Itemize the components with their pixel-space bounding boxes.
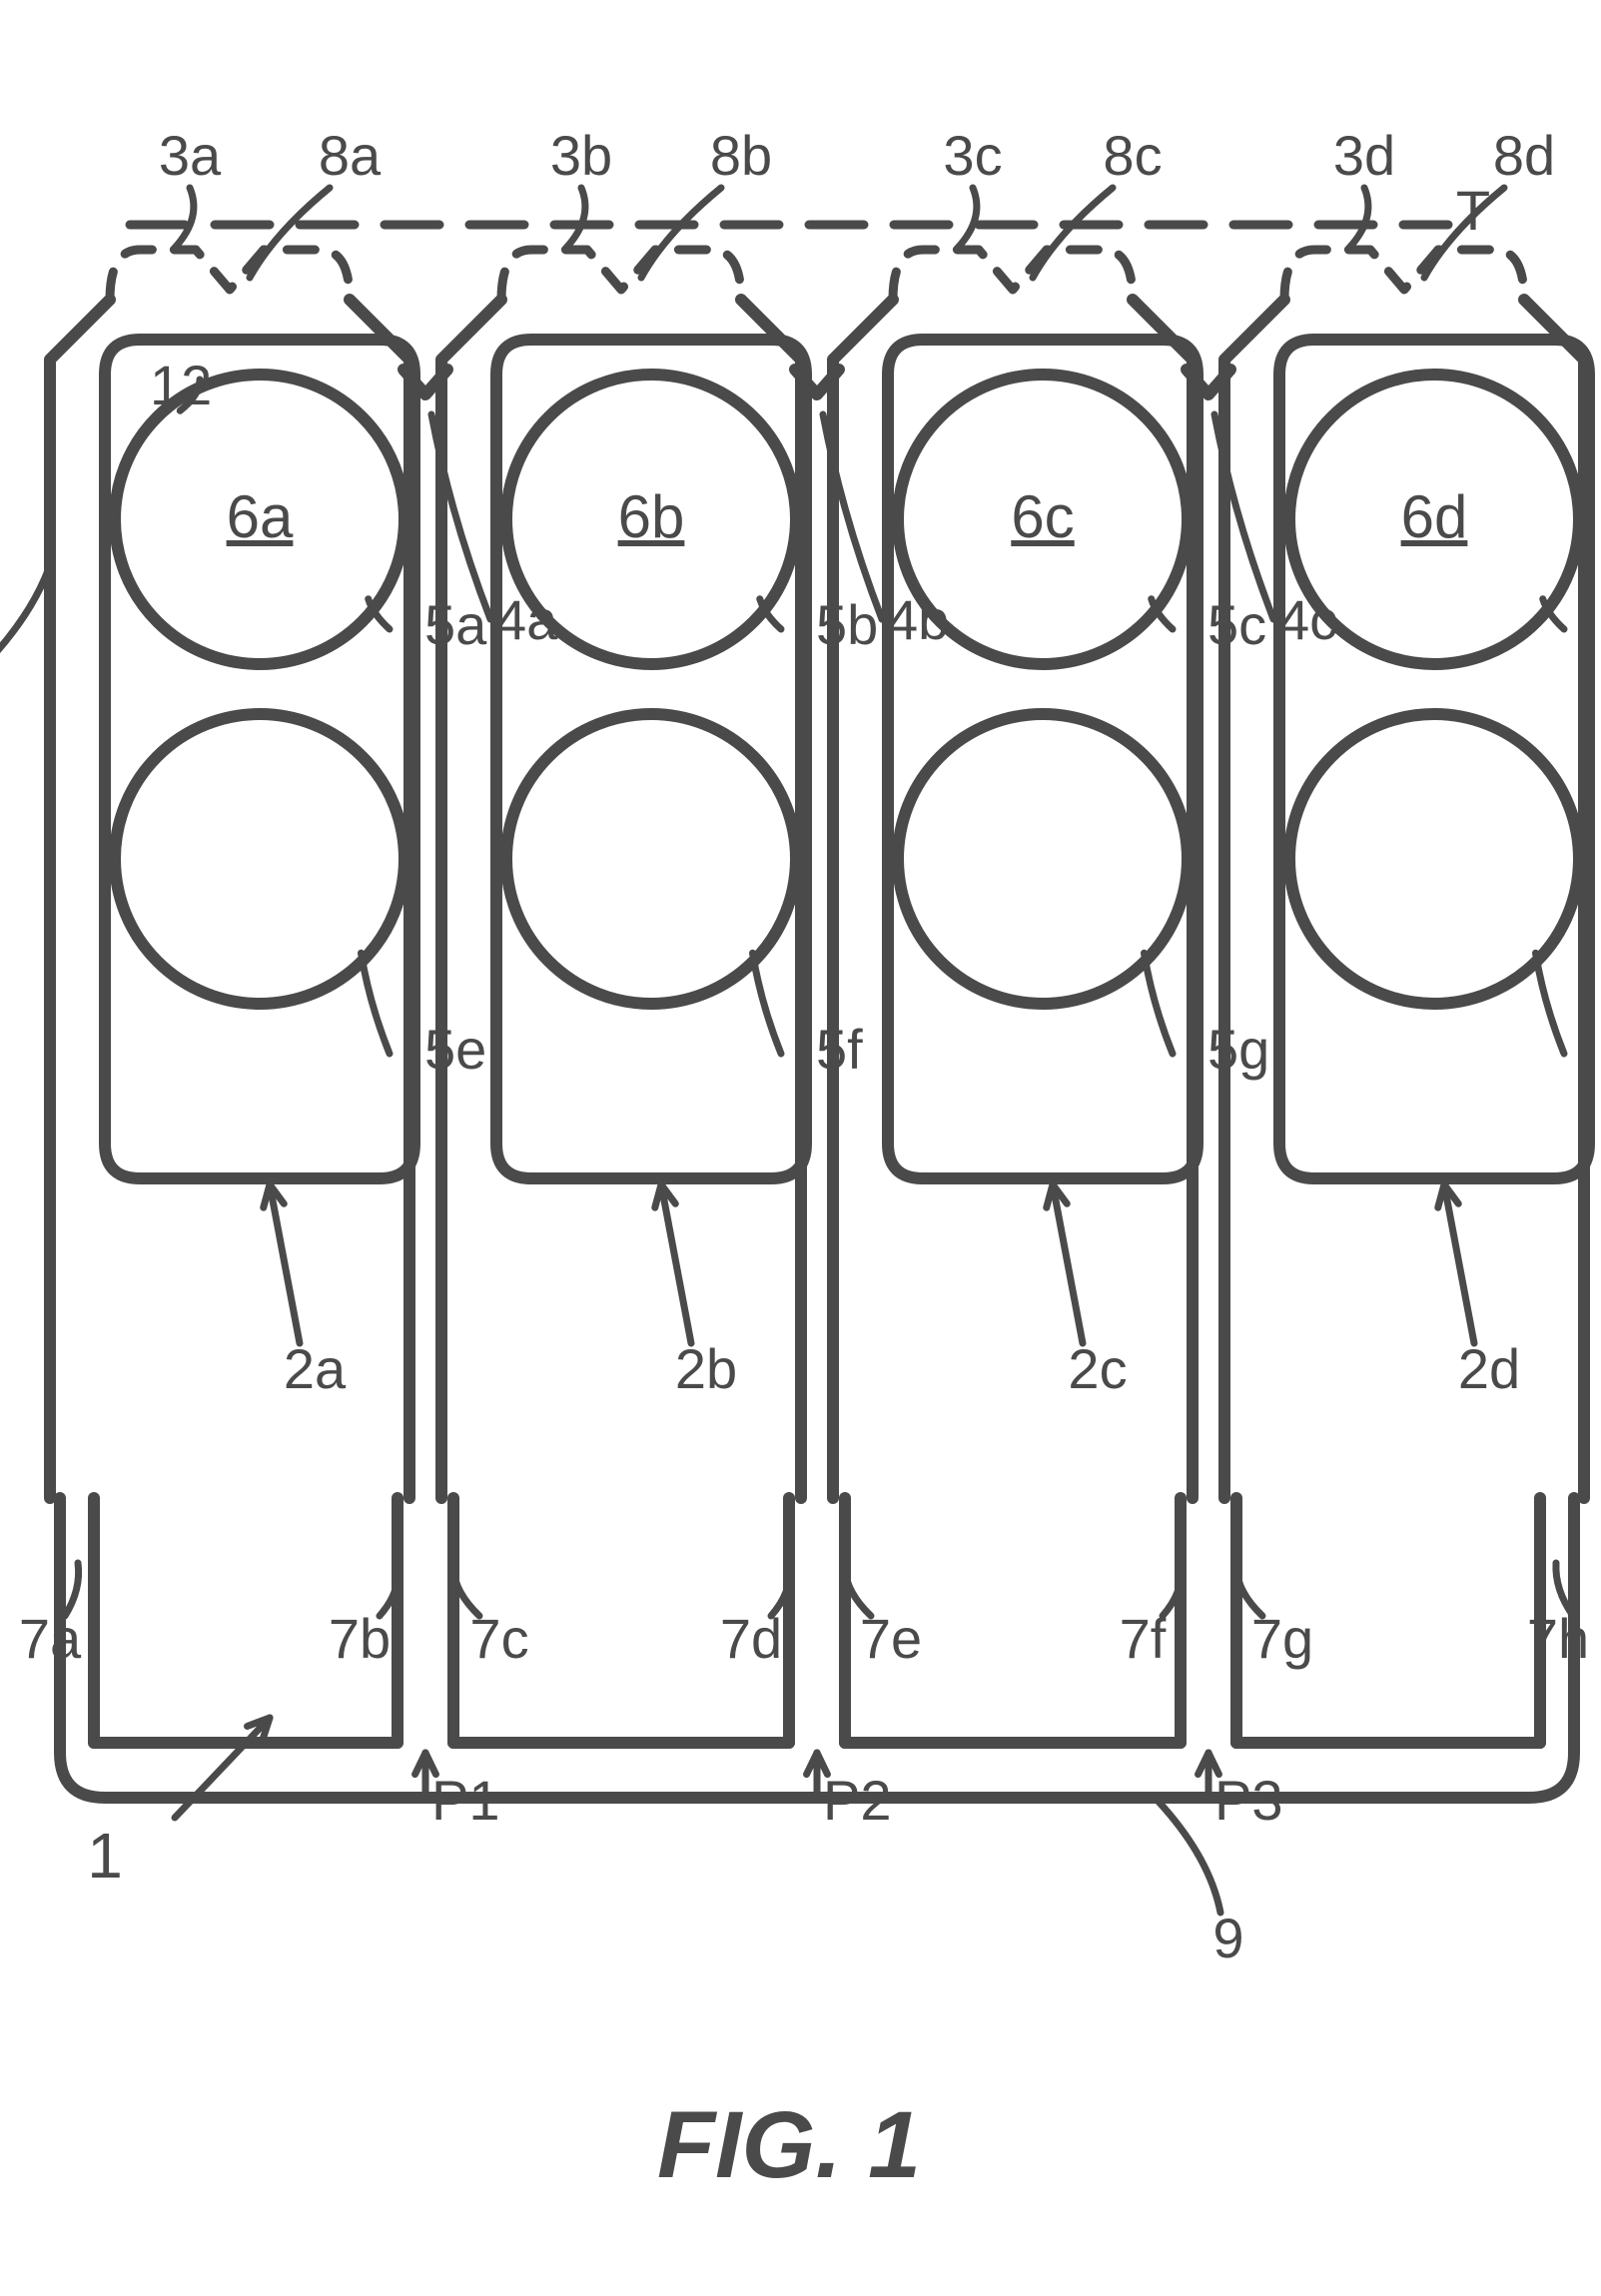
label-center-2: 6c: [1011, 483, 1074, 550]
label-circle-bot-0: 5e: [424, 1018, 486, 1081]
label-P1: P1: [431, 1769, 500, 1832]
label-unit-0: 2a: [284, 1337, 347, 1400]
label-7a: 7a: [19, 1607, 82, 1670]
label-unit-1: 2b: [675, 1337, 737, 1400]
label-unit-3: 2d: [1458, 1337, 1520, 1400]
label-top-2: 3c: [943, 124, 1002, 187]
label-P2: P2: [823, 1769, 892, 1832]
label-4c: 4c: [1278, 588, 1337, 651]
outer-cap-0: [110, 250, 350, 300]
label-top-0: 3a: [159, 124, 222, 187]
label-notch-3: 8d: [1493, 124, 1555, 187]
label-top-3: 3d: [1333, 124, 1395, 187]
label-9: 9: [1212, 1907, 1243, 1969]
label-4b: 4b: [887, 588, 949, 651]
label-circle-top-0: 5a: [424, 593, 487, 656]
label-4a: 4a: [495, 588, 558, 651]
label-center-0: 6a: [227, 483, 294, 550]
label-1: 1: [87, 1820, 123, 1892]
label-notch-2: 8c: [1103, 124, 1162, 187]
label-center-1: 6b: [618, 483, 685, 550]
label-center-3: 6d: [1401, 483, 1468, 550]
label-P3: P3: [1214, 1769, 1283, 1832]
label-circle-top-2: 5c: [1207, 593, 1266, 656]
figure-title: FIG. 1: [657, 2092, 921, 2198]
label-circle-bot-2: 5g: [1207, 1018, 1269, 1081]
label-7h: 7h: [1527, 1607, 1589, 1670]
figure-1-diagram: T6a5a5e3a8a2a12126b5b5f3b8b2b6c5c5g3c8c2…: [0, 0, 1601, 2296]
outer-cap-1: [501, 250, 741, 300]
outer-cap-3: [1284, 250, 1524, 300]
label-notch-0: 8a: [319, 124, 382, 187]
outer-cap-2: [893, 250, 1133, 300]
label-unit-2: 2c: [1068, 1337, 1127, 1400]
label-notch-1: 8b: [710, 124, 772, 187]
label-top-1: 3b: [550, 124, 612, 187]
label-circle-top-1: 5b: [816, 593, 878, 656]
label-circle-bot-1: 5f: [816, 1018, 863, 1081]
